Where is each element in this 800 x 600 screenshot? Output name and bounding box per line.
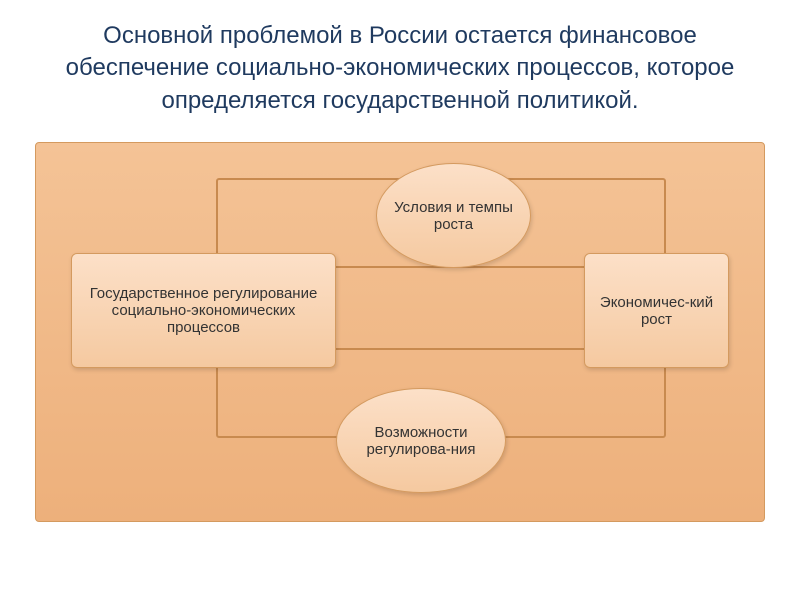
node-possibilities-label: Возможности регулирова-ния bbox=[347, 424, 495, 458]
page-title: Основной проблемой в России остается фин… bbox=[0, 0, 800, 132]
node-regulation-label: Государственное регулирование социально-… bbox=[84, 285, 323, 336]
node-growth: Экономичес-кий рост bbox=[584, 253, 729, 368]
node-growth-label: Экономичес-кий рост bbox=[597, 294, 716, 328]
node-conditions: Условия и темпы роста bbox=[376, 163, 531, 268]
node-regulation: Государственное регулирование социально-… bbox=[71, 253, 336, 368]
diagram-container: Условия и темпы роста Государственное ре… bbox=[35, 142, 765, 522]
node-conditions-label: Условия и темпы роста bbox=[387, 199, 520, 233]
node-possibilities: Возможности регулирова-ния bbox=[336, 388, 506, 493]
